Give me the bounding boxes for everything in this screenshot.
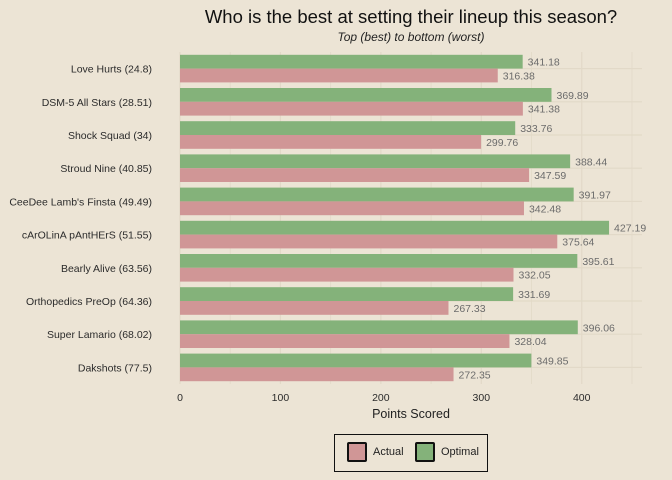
bar-optimal bbox=[180, 154, 571, 169]
legend-swatch-optimal bbox=[415, 442, 435, 462]
data-label-optimal: 349.85 bbox=[536, 356, 568, 368]
data-label-actual: 299.76 bbox=[486, 137, 518, 149]
bar-optimal bbox=[180, 287, 514, 301]
data-label-optimal: 388.44 bbox=[575, 156, 607, 168]
chart-subtitle: Top (best) to bottom (worst) bbox=[337, 30, 485, 44]
bar-actual bbox=[180, 135, 482, 149]
data-label-actual: 342.48 bbox=[529, 203, 561, 215]
bar-optimal bbox=[180, 187, 574, 202]
data-label-actual: 316.38 bbox=[503, 71, 535, 83]
bar-optimal bbox=[180, 220, 610, 235]
data-label-actual: 267.33 bbox=[453, 303, 485, 315]
x-tick-label: 0 bbox=[177, 392, 183, 404]
bar-actual bbox=[180, 267, 514, 282]
bar-optimal bbox=[180, 88, 552, 102]
data-label-optimal: 396.06 bbox=[583, 322, 615, 334]
bar-actual bbox=[180, 68, 498, 83]
legend-item-actual: Actual bbox=[347, 442, 404, 462]
category-labels: Love Hurts (24.8) DSM-5 All Stars (28.51)… bbox=[9, 64, 152, 375]
data-label-actual: 332.05 bbox=[518, 270, 550, 282]
bar-actual bbox=[180, 101, 523, 116]
bar-actual bbox=[180, 334, 510, 348]
x-tick-label: 400 bbox=[573, 392, 591, 404]
bar-actual bbox=[180, 301, 449, 315]
bar-actual bbox=[180, 201, 524, 216]
data-label-actual: 328.04 bbox=[514, 336, 546, 348]
x-axis-title: Points Scored bbox=[372, 407, 450, 421]
data-label-actual: 272.35 bbox=[459, 369, 491, 381]
bar-actual bbox=[180, 168, 530, 182]
chart-title: Who is the best at setting their lineup … bbox=[204, 6, 618, 27]
category-label: Orthopedics PreOp (64.36) bbox=[26, 296, 152, 308]
data-label-optimal: 333.76 bbox=[520, 123, 552, 135]
x-tick-label: 300 bbox=[473, 392, 491, 404]
data-label-optimal: 369.89 bbox=[556, 90, 588, 102]
bar-optimal bbox=[180, 320, 578, 335]
category-label: DSM-5 All Stars (28.51) bbox=[42, 97, 152, 109]
category-label: cArOLinA pAntHErS (51.55) bbox=[22, 230, 152, 242]
bar-optimal bbox=[180, 121, 516, 135]
bar-optimal bbox=[180, 254, 578, 268]
data-label-optimal: 391.97 bbox=[579, 190, 611, 202]
category-label: Shock Squad (34) bbox=[68, 130, 152, 142]
category-label: Bearly Alive (63.56) bbox=[61, 263, 152, 275]
category-label: Stroud Nine (40.85) bbox=[60, 163, 152, 175]
bar-actual bbox=[180, 367, 454, 382]
legend-label-optimal: Optimal bbox=[441, 446, 479, 458]
legend-swatch-actual bbox=[347, 442, 367, 462]
x-tick-label: 100 bbox=[272, 392, 290, 404]
data-label-actual: 347.59 bbox=[534, 170, 566, 182]
legend: Actual Optimal bbox=[334, 434, 488, 472]
x-tick-labels: 0 100 200 300 400 bbox=[177, 392, 591, 404]
bar-actual bbox=[180, 234, 558, 249]
category-label: Super Lamario (68.02) bbox=[47, 329, 152, 341]
category-label: Love Hurts (24.8) bbox=[71, 64, 152, 76]
data-label-optimal: 427.19 bbox=[614, 223, 646, 235]
data-label-optimal: 395.61 bbox=[582, 256, 614, 268]
legend-label-actual: Actual bbox=[373, 446, 404, 458]
legend-item-optimal: Optimal bbox=[415, 442, 479, 462]
category-label: Dakshots (77.5) bbox=[78, 362, 152, 374]
data-label-actual: 375.64 bbox=[562, 237, 594, 249]
bar-optimal bbox=[180, 54, 523, 69]
category-label: CeeDee Lamb's Finsta (49.49) bbox=[9, 196, 152, 208]
data-label-actual: 341.38 bbox=[528, 104, 560, 116]
x-tick-label: 200 bbox=[372, 392, 390, 404]
data-label-optimal: 341.18 bbox=[528, 57, 560, 69]
data-label-optimal: 331.69 bbox=[518, 289, 550, 301]
bar-optimal bbox=[180, 353, 532, 368]
